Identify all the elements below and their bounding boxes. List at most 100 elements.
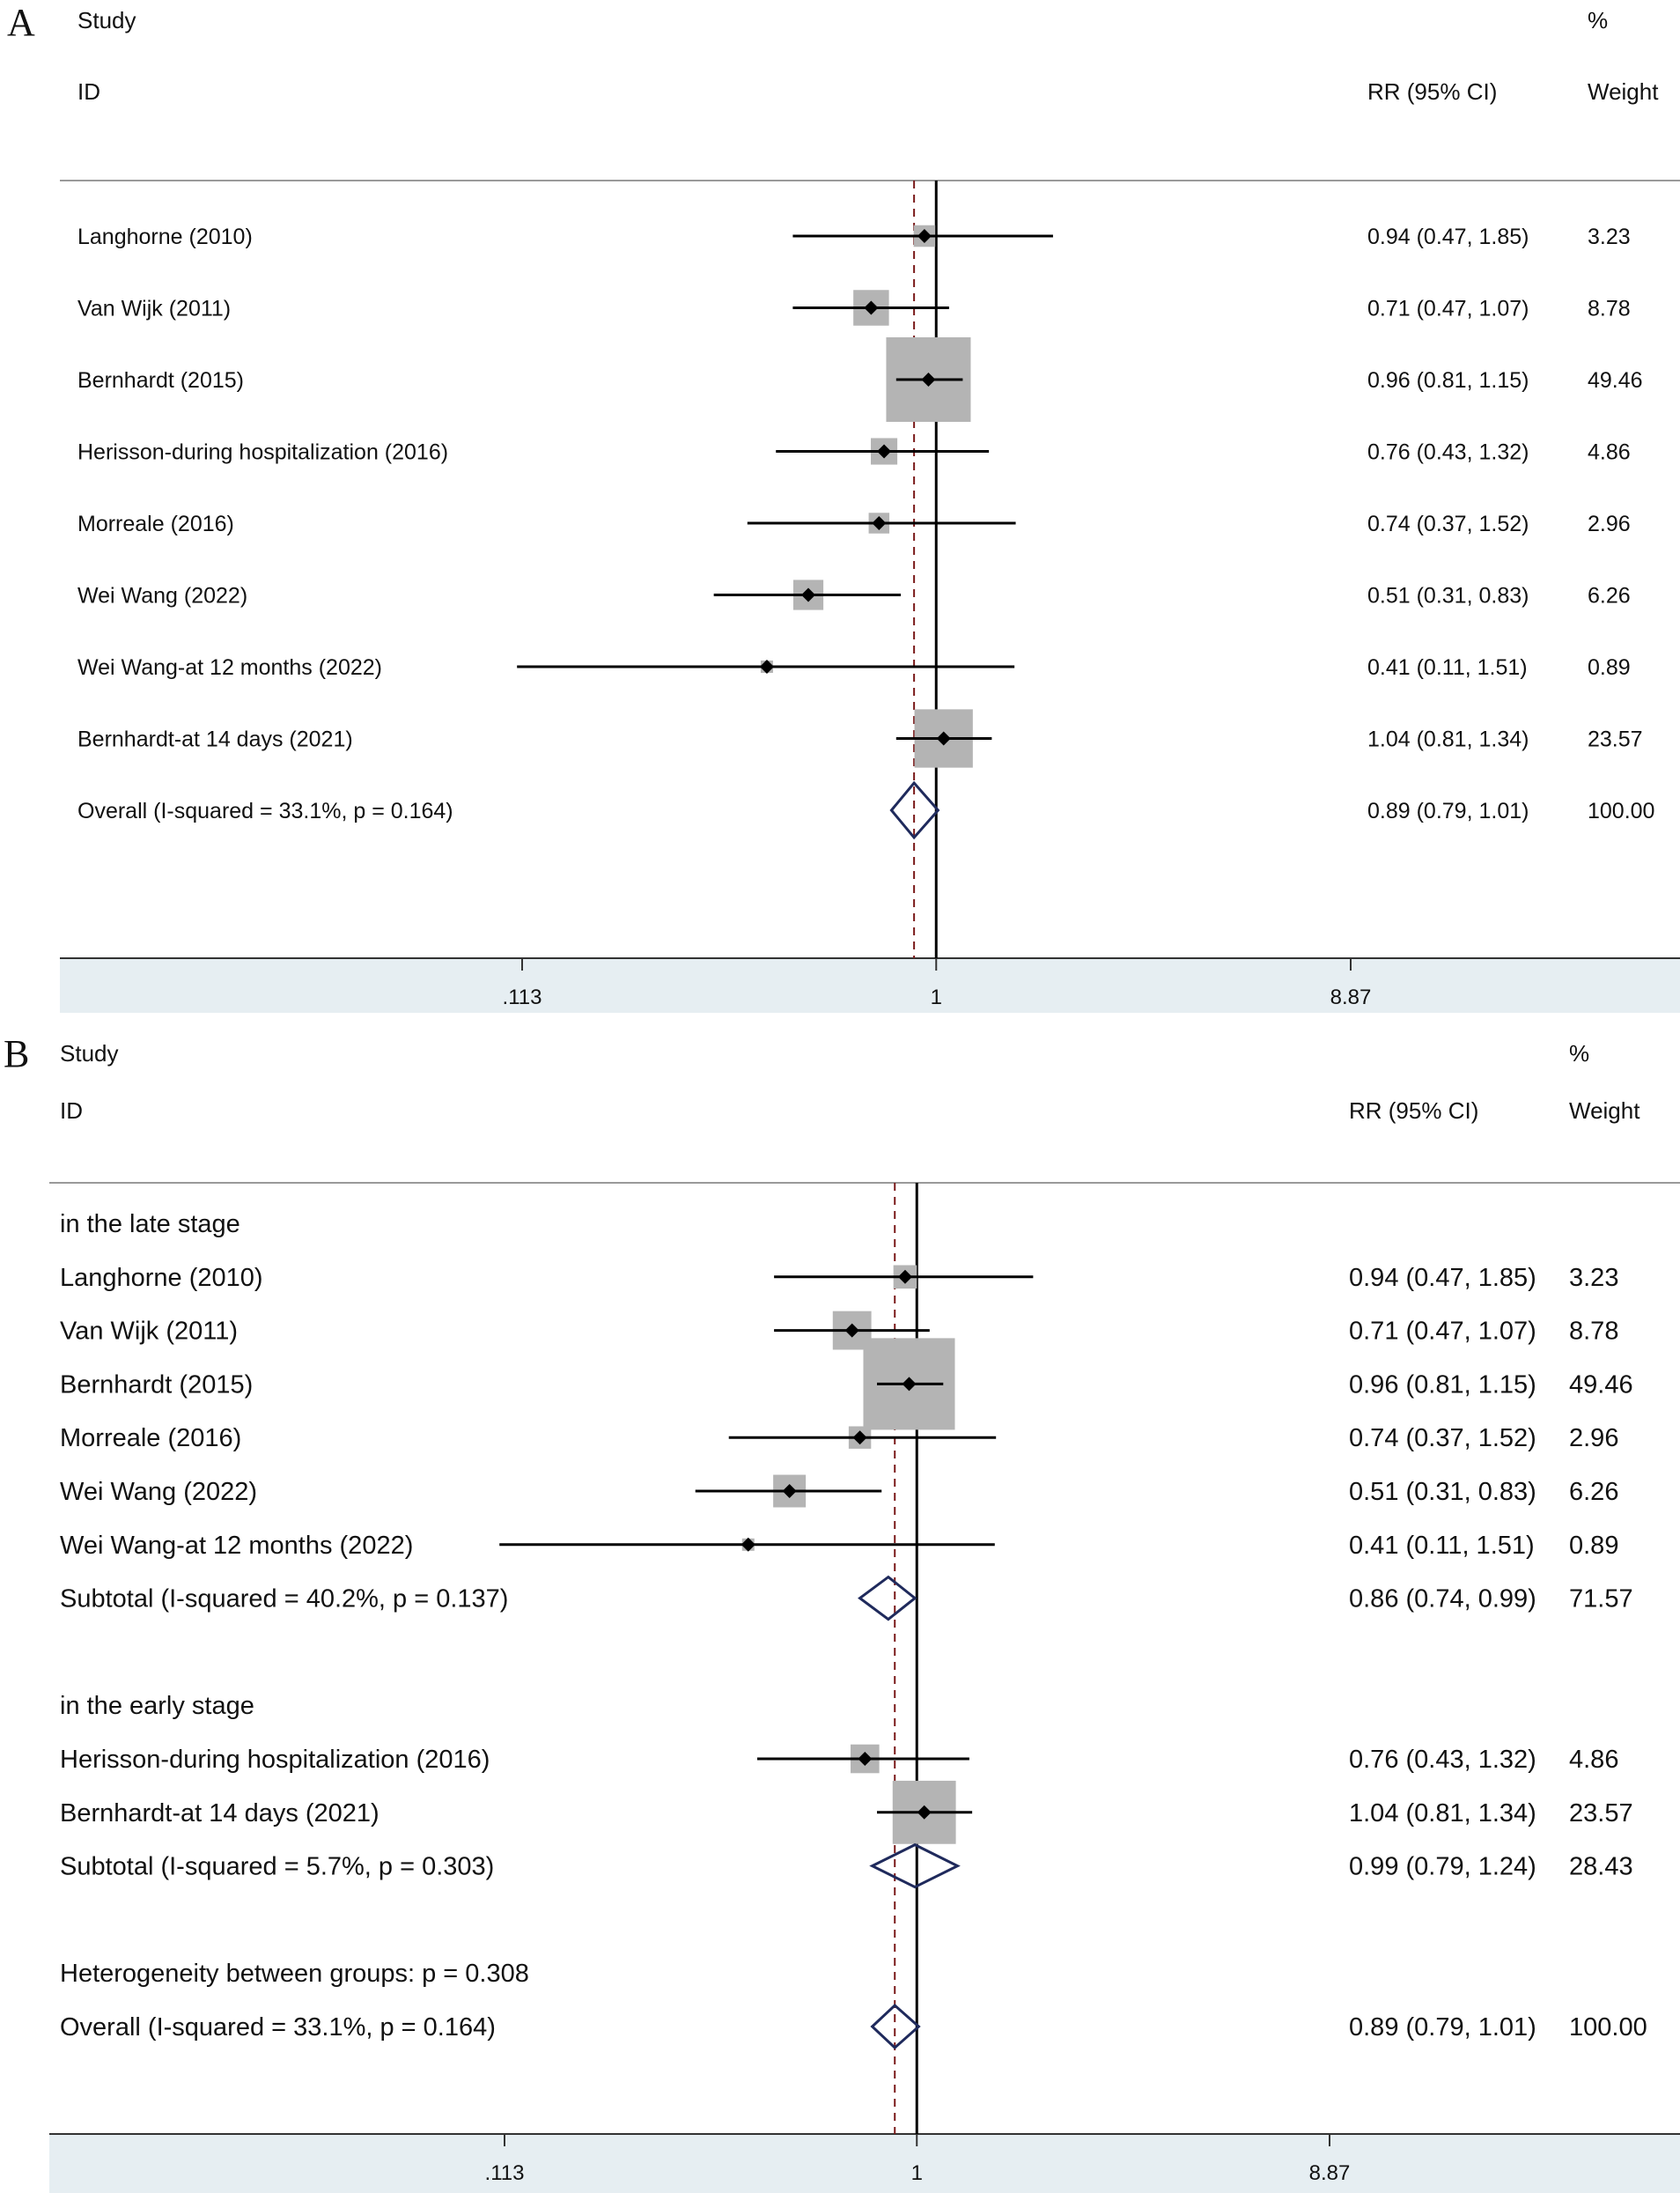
subtotal-label: Subtotal (I-squared = 5.7%, p = 0.303) xyxy=(60,1853,494,1881)
rr-ci-value: 0.99 (0.79, 1.24) xyxy=(1349,1853,1536,1881)
header-percent: % xyxy=(1588,7,1608,33)
weight-value: 2.96 xyxy=(1588,512,1631,536)
overall-label: Overall (I-squared = 33.1%, p = 0.164) xyxy=(77,799,453,823)
study-label: Van Wijk (2011) xyxy=(60,1318,238,1346)
study-label: Herisson-during hospitalization (2016) xyxy=(60,1746,490,1774)
weight-value: 4.86 xyxy=(1588,440,1631,465)
panel-letter: B xyxy=(4,1032,29,1075)
weight-value: 0.89 xyxy=(1588,655,1631,680)
point-estimate xyxy=(864,300,879,315)
weight-value: 23.57 xyxy=(1588,727,1643,752)
x-tick-label: .113 xyxy=(503,986,542,1009)
rr-ci-value: 0.89 (0.79, 1.01) xyxy=(1349,2013,1536,2042)
weight-value: 0.89 xyxy=(1569,1532,1618,1560)
study-label: Herisson-during hospitalization (2016) xyxy=(77,440,448,465)
weight-value: 6.26 xyxy=(1588,584,1631,609)
study-label: Wei Wang (2022) xyxy=(60,1478,257,1506)
axis-band xyxy=(60,958,1680,1013)
forest-plot-b-svg: B Study % ID RR (95% CI) Weight .113 1 8.87 in th… xyxy=(4,1032,1680,2193)
point-estimate xyxy=(917,1805,932,1820)
weight-value: 49.46 xyxy=(1569,1370,1633,1399)
subtotal-label: Subtotal (I-squared = 40.2%, p = 0.137) xyxy=(60,1585,508,1613)
forest-plot-a-svg: A Study % ID RR (95% CI) Weight .113 1 8.87 Langh… xyxy=(7,1,1680,1013)
study-label: Bernhardt-at 14 days (2021) xyxy=(77,727,353,752)
study-label: Morreale (2016) xyxy=(60,1424,241,1452)
header-study: Study xyxy=(60,1040,119,1067)
rr-ci-value: 0.76 (0.43, 1.32) xyxy=(1367,440,1529,465)
point-estimate xyxy=(759,660,774,674)
header-weight: Weight xyxy=(1588,78,1659,105)
overall-diamond xyxy=(870,2003,921,2050)
weight-value: 28.43 xyxy=(1569,1853,1633,1881)
point-estimate xyxy=(801,587,816,602)
x-tick-label: 8.87 xyxy=(1309,2161,1351,2185)
x-tick-label: 1 xyxy=(931,986,942,1009)
weight-value: 3.23 xyxy=(1588,225,1631,249)
rr-ci-value: 0.89 (0.79, 1.01) xyxy=(1367,799,1529,823)
rr-ci-value: 0.86 (0.74, 0.99) xyxy=(1349,1585,1536,1613)
rr-ci-value: 0.74 (0.37, 1.52) xyxy=(1367,512,1529,536)
study-label: Langhorne (2010) xyxy=(60,1264,263,1292)
weight-value: 2.96 xyxy=(1569,1424,1618,1452)
heterogeneity-note: Heterogeneity between groups: p = 0.308 xyxy=(60,1960,529,1988)
subgroup-heading: in the early stage xyxy=(60,1692,254,1720)
point-estimate xyxy=(917,229,932,243)
point-estimate xyxy=(921,373,936,387)
weight-value: 71.57 xyxy=(1569,1585,1633,1613)
weight-value: 4.86 xyxy=(1569,1746,1618,1774)
x-tick-label: 1 xyxy=(911,2161,923,2185)
point-estimate xyxy=(902,1377,917,1392)
weight-value: 49.46 xyxy=(1588,368,1643,393)
study-label: Wei Wang (2022) xyxy=(77,584,247,609)
panel-letter: A xyxy=(7,1,35,44)
forest-plot-panel-b: B Study% ID RR (95% CI) Weight .113 1 8.87 in th… xyxy=(0,1032,1680,2193)
point-estimate xyxy=(877,444,892,459)
weight-value: 6.26 xyxy=(1569,1478,1618,1506)
subtotal-diamond xyxy=(858,1575,917,1621)
study-label: Bernhardt (2015) xyxy=(77,368,244,393)
weight-value: 3.23 xyxy=(1569,1264,1618,1292)
header-id: ID xyxy=(60,1097,83,1124)
study-label: Bernhardt-at 14 days (2021) xyxy=(60,1799,379,1828)
header-id: ID xyxy=(77,78,100,105)
rr-ci-value: 0.74 (0.37, 1.52) xyxy=(1349,1424,1536,1452)
study-label: Bernhardt (2015) xyxy=(60,1370,253,1399)
overall-diamond xyxy=(889,780,940,840)
rr-ci-value: 0.96 (0.81, 1.15) xyxy=(1367,368,1529,393)
rr-ci-value: 1.04 (0.81, 1.34) xyxy=(1367,727,1529,752)
study-label: Van Wijk (2011) xyxy=(77,297,231,321)
forest-plot-panel-a: A Study% ID RR (95% CI) Weight .113 1 8.87 Langh… xyxy=(0,0,1680,1022)
weight-value: 8.78 xyxy=(1588,297,1631,321)
axis-band xyxy=(49,2134,1680,2193)
rr-ci-value: 0.96 (0.81, 1.15) xyxy=(1349,1370,1536,1399)
rr-ci-value: 0.51 (0.31, 0.83) xyxy=(1349,1478,1536,1506)
subtotal-diamond xyxy=(869,1842,961,1889)
rr-ci-value: 0.71 (0.47, 1.07) xyxy=(1349,1318,1536,1346)
point-estimate xyxy=(844,1323,859,1338)
header-rr-ci: RR (95% CI) xyxy=(1349,1097,1478,1124)
point-estimate xyxy=(858,1752,873,1766)
x-tick-label: 8.87 xyxy=(1330,986,1372,1009)
point-estimate xyxy=(782,1484,797,1498)
study-label: Langhorne (2010) xyxy=(77,225,253,249)
study-label: Wei Wang-at 12 months (2022) xyxy=(77,655,382,680)
header-study: Study xyxy=(77,7,136,33)
study-label: Wei Wang-at 12 months (2022) xyxy=(60,1532,413,1560)
overall-label: Overall (I-squared = 33.1%, p = 0.164) xyxy=(60,2013,496,2042)
rr-ci-value: 0.41 (0.11, 1.51) xyxy=(1349,1532,1535,1560)
weight-value: 23.57 xyxy=(1569,1799,1633,1828)
point-estimate xyxy=(852,1430,867,1445)
rr-ci-value: 0.94 (0.47, 1.85) xyxy=(1349,1264,1536,1292)
header-rr-ci: RR (95% CI) xyxy=(1367,78,1497,105)
point-estimate xyxy=(741,1537,755,1552)
point-estimate xyxy=(872,516,887,530)
point-estimate xyxy=(936,731,951,746)
point-estimate xyxy=(897,1269,912,1284)
rr-ci-value: 0.71 (0.47, 1.07) xyxy=(1367,297,1529,321)
header-percent: % xyxy=(1569,1040,1589,1067)
rr-ci-value: 0.51 (0.31, 0.83) xyxy=(1367,584,1529,609)
study-label: Morreale (2016) xyxy=(77,512,234,536)
weight-value: 100.00 xyxy=(1569,2013,1647,2042)
weight-value: 100.00 xyxy=(1588,799,1654,823)
weight-value: 8.78 xyxy=(1569,1318,1618,1346)
